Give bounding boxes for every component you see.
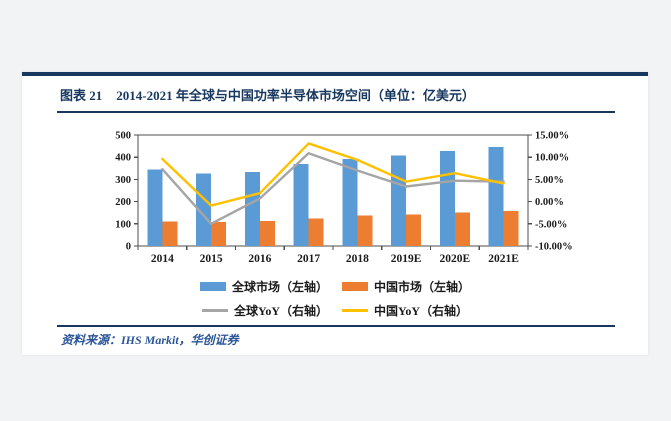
bar-中国市场（左轴） — [259, 221, 275, 246]
line-全球YoY（右轴） — [161, 152, 505, 226]
bar-中国市场（左轴） — [308, 218, 324, 246]
legend-row-bars: 全球市场（左轴） 中国市场（左轴） — [199, 278, 470, 295]
left-axis-tick-label: 300 — [115, 175, 131, 186]
x-axis-category-label: 2019E — [391, 253, 422, 265]
bar-全球市场（左轴） — [244, 171, 260, 246]
bar-中国市场（左轴） — [357, 215, 373, 246]
legend-swatch-global-market — [199, 282, 226, 291]
source-note: 资料来源：IHS Markit，华创证券 — [61, 333, 239, 347]
legend-label-china-yoy: 中国YoY（右轴） — [374, 304, 469, 318]
bar-全球市场（左轴） — [342, 158, 358, 246]
bar-全球市场（左轴） — [439, 150, 455, 246]
bar-中国市场（左轴） — [406, 214, 422, 246]
figure-title-text: 2014-2021 年全球与中国功率半导体市场空间（单位：亿美元） — [116, 88, 475, 103]
legend-item-global-market: 全球市场（左轴） — [199, 278, 328, 295]
bar-中国市场（左轴） — [454, 212, 470, 246]
legend-row-lines: 全球YoY（右轴） 中国YoY（右轴） — [201, 302, 468, 319]
bar-全球市场（左轴） — [488, 147, 504, 246]
left-axis-tick-label: 200 — [115, 197, 131, 208]
x-axis-category-label: 2020E — [440, 253, 471, 265]
right-axis-tick-label: 10.00% — [535, 153, 569, 164]
legend-label-global-yoy: 全球YoY（右轴） — [233, 304, 328, 318]
legend-label-global-market: 全球市场（左轴） — [231, 280, 328, 294]
bar-全球市场（左轴） — [196, 173, 212, 246]
legend-swatch-global-yoy — [201, 309, 228, 312]
left-axis-tick-label: 0 — [126, 242, 131, 253]
left-axis-tick-label: 500 — [115, 131, 131, 142]
x-axis-category-label: 2015 — [200, 253, 223, 265]
x-axis-category-label: 2016 — [248, 253, 271, 265]
bar-全球市场（左轴） — [391, 155, 407, 246]
combo-chart: 0 100 200 300 400 500 -10.00% -5.00% 0.00% 5.00% 1… — [115, 131, 573, 266]
figure-card: 图表 21 2014-2021 年全球与中国功率半导体市场空间（单位：亿美元） 0… — [22, 72, 648, 355]
right-axis-tick-label: 5.00% — [535, 175, 564, 186]
right-axis-tick-label: -10.00% — [535, 242, 573, 253]
figure-title: 图表 21 2014-2021 年全球与中国功率半导体市场空间（单位：亿美元） — [60, 85, 620, 104]
legend-item-china-yoy: 中国YoY（右轴） — [342, 302, 468, 319]
legend-swatch-china-yoy — [342, 309, 368, 312]
x-axis-category-label: 2018 — [346, 253, 369, 265]
bar-中国市场（左轴） — [162, 221, 178, 246]
left-axis-tick-label: 400 — [115, 153, 131, 164]
right-axis-tick-label: 15.00% — [535, 131, 569, 142]
bar-全球市场（左轴） — [147, 169, 163, 246]
bar-全球市场（左轴） — [293, 164, 309, 246]
x-axis-category-label: 2017 — [297, 253, 320, 265]
chart-legend: 全球市场（左轴） 中国市场（左轴） 全球YoY（右轴） 中国YoY（右轴） — [22, 278, 648, 319]
x-axis-category-label: 2021E — [488, 253, 519, 265]
legend-item-global-yoy: 全球YoY（右轴） — [201, 302, 328, 319]
legend-label-china-market: 中国市场（左轴） — [374, 280, 471, 294]
bar-中国市场（左轴） — [503, 210, 519, 246]
line-中国YoY（右轴） — [161, 142, 505, 207]
legend-item-china-market: 中国市场（左轴） — [342, 278, 470, 295]
title-underline — [57, 111, 615, 113]
card-top-accent-bar — [22, 72, 648, 76]
left-axis-tick-label: 100 — [115, 219, 131, 230]
right-axis-tick-label: 0.00% — [535, 197, 564, 208]
figure-number: 图表 21 — [60, 88, 103, 103]
legend-swatch-china-market — [342, 282, 368, 291]
source-divider — [57, 325, 615, 327]
x-axis-category-label: 2014 — [151, 253, 174, 265]
bar-中国市场（左轴） — [211, 222, 227, 246]
right-axis-tick-label: -5.00% — [535, 219, 567, 230]
